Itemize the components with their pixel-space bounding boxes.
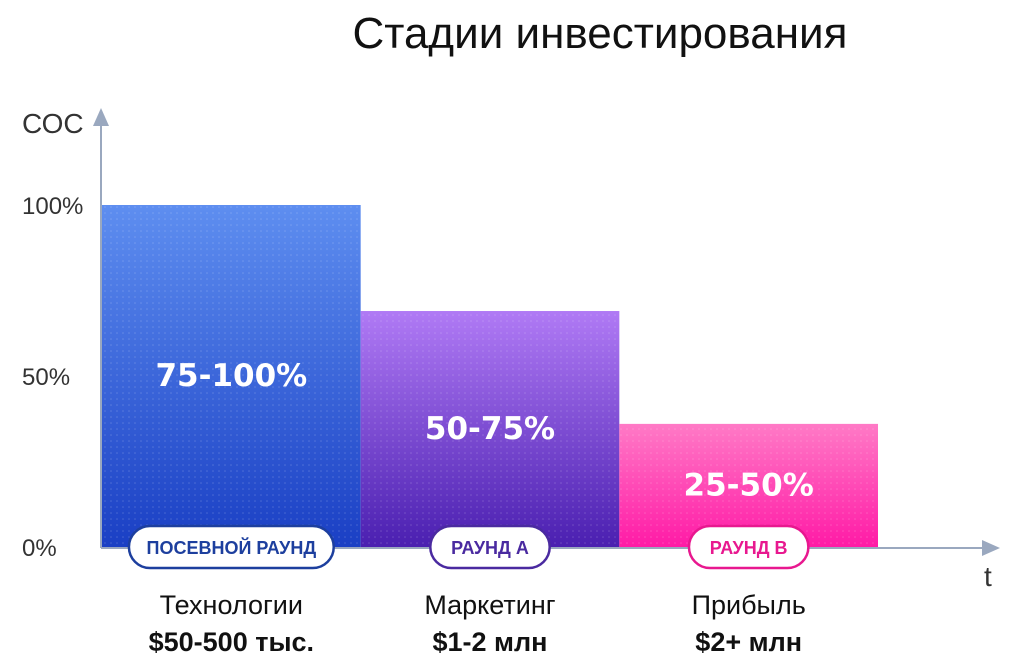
stage-amount: $50-500 тыс.: [149, 627, 314, 657]
y-axis-label: СОС: [22, 108, 84, 139]
stage-name: Маркетинг: [424, 590, 555, 620]
bar-value-label: 25-50%: [684, 467, 814, 503]
bars-layer: 75-100% 50-75% 25-50%: [102, 205, 878, 547]
x-axis-label: t: [984, 561, 992, 592]
stage-captions: Технологии $50-500 тыс. Маркетинг $1-2 млн П…: [149, 590, 806, 657]
stage-name: Технологии: [160, 590, 303, 620]
round-badges: ПОСЕВНОЙ РАУНД РАУНД А РАУНД В: [127, 524, 810, 570]
round-badge-label: РАУНД А: [451, 538, 529, 558]
y-tick-labels: 0% 50% 100%: [22, 193, 83, 562]
round-badge: [429, 524, 551, 570]
round-badge: [687, 524, 810, 570]
chart-title: Стадии инвестирования: [353, 9, 848, 58]
y-tick-label: 0%: [22, 535, 57, 562]
bar-texture: [102, 205, 361, 547]
y-tick-label: 100%: [22, 193, 83, 220]
bar-texture: [360, 311, 620, 547]
stage-amount: $2+ млн: [695, 627, 802, 657]
round-badge-label: РАУНД В: [710, 538, 788, 558]
round-badge-label: ПОСЕВНОЙ РАУНД: [147, 537, 317, 558]
stage-amount: $1-2 млн: [433, 627, 548, 657]
bar-value-label: 75-100%: [155, 358, 307, 394]
bar-value-label: 50-75%: [425, 411, 555, 447]
y-tick-label: 50%: [22, 364, 70, 391]
round-badge: [127, 524, 335, 570]
stage-name: Прибыль: [692, 590, 806, 620]
